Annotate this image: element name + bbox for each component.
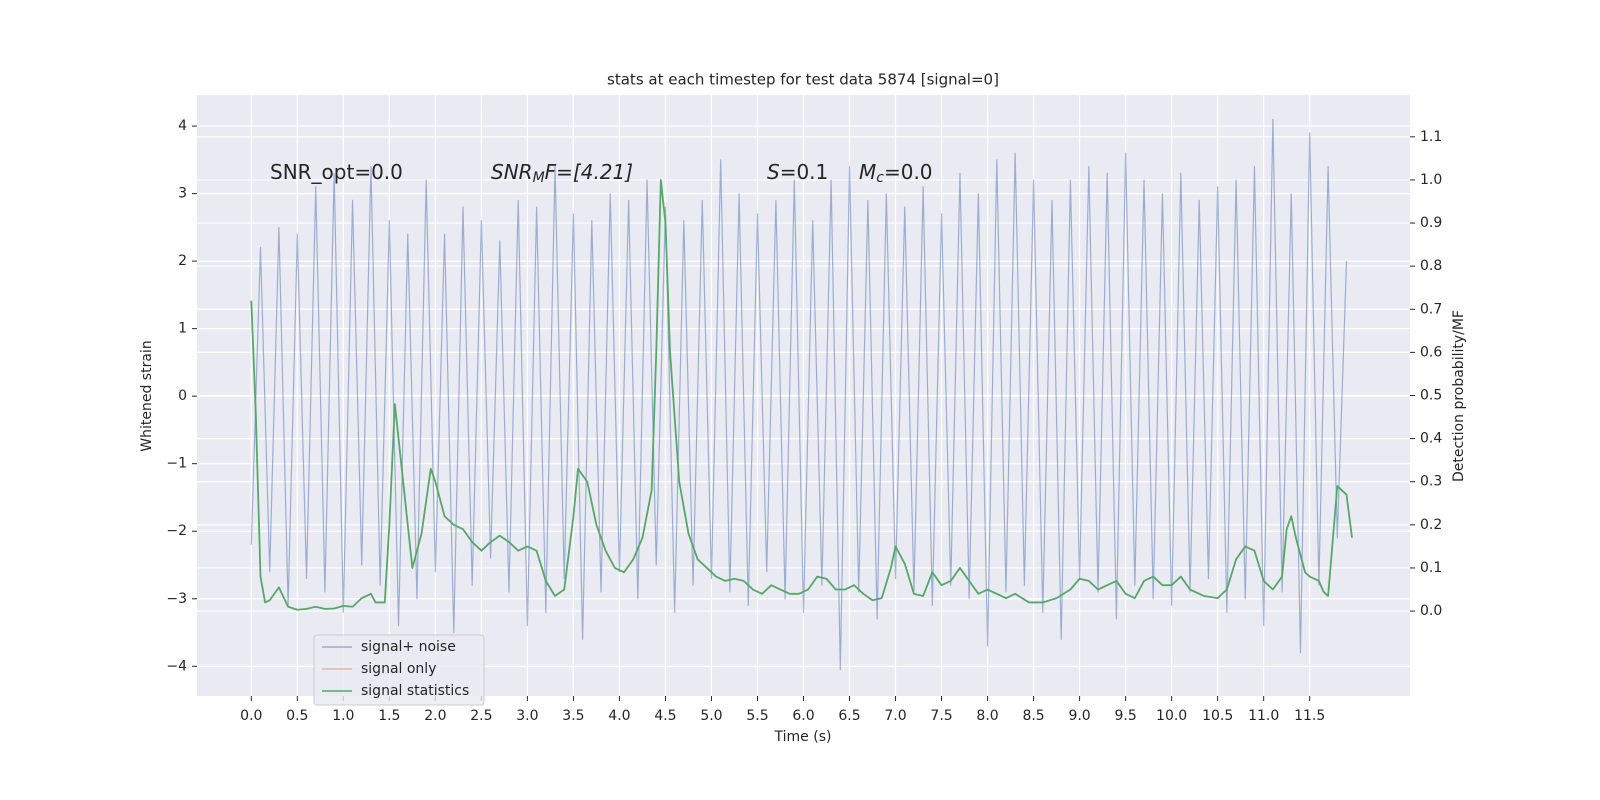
annotation-sub: c (876, 170, 884, 186)
chart-title: stats at each timestep for test data 587… (607, 71, 999, 89)
y2-tick-label: 0.4 (1420, 431, 1442, 447)
y-tick-label: 3 (178, 186, 187, 202)
x-tick-label: 4.5 (654, 708, 676, 724)
y2-tick-label: 0.1 (1420, 560, 1442, 576)
annotation: SNRMF=[4.21] (491, 160, 633, 187)
annotation-tail: =0.1 (780, 160, 829, 184)
x-tick-label: 5.0 (700, 708, 722, 724)
x-tick-label: 1.5 (378, 708, 400, 724)
x-tick-label: 3.5 (562, 708, 584, 724)
annotation: Mc=0.0 (859, 160, 933, 187)
series-line (250, 118, 1348, 671)
x-tick-label: 10.5 (1202, 708, 1233, 724)
y2-tick-label: 0.3 (1420, 474, 1442, 490)
legend-label: signal only (361, 661, 436, 677)
x-tick-label: 11.5 (1294, 708, 1325, 724)
y-axis-label: Whitened strain (139, 340, 155, 451)
y2-axis-label: Detection probability/MF (1451, 310, 1467, 482)
annotation: SNR_opt=0.0 (270, 160, 403, 184)
x-tick-label: 6.5 (838, 708, 860, 724)
annotation-text: SNR (491, 160, 533, 184)
x-tick-label: 5.5 (746, 708, 768, 724)
x-tick-label: 7.5 (930, 708, 952, 724)
legend-label: signal+ noise (361, 639, 456, 655)
annotation-text: SNR_opt=0.0 (270, 160, 403, 184)
x-tick-label: 11.0 (1248, 708, 1279, 724)
y2-tick-label: 1.1 (1420, 129, 1442, 145)
x-tick-label: 9.5 (1114, 708, 1136, 724)
y2-tick-label: 0.0 (1420, 603, 1442, 619)
y2-tick-label: 0.9 (1420, 215, 1442, 231)
x-tick-label: 1.0 (332, 708, 354, 724)
x-tick-label: 8.5 (1022, 708, 1044, 724)
y2-tick-label: 1.0 (1420, 172, 1442, 188)
x-tick-label: 2.0 (424, 708, 446, 724)
y-tick-label: 2 (178, 253, 187, 269)
x-tick-label: 7.0 (884, 708, 906, 724)
x-tick-label: 2.5 (470, 708, 492, 724)
x-tick-label: 8.0 (976, 708, 998, 724)
x-tick-label: 9.0 (1068, 708, 1090, 724)
y-tick-label: 0 (178, 388, 187, 404)
x-tick-label: 0.0 (240, 708, 262, 724)
annotation-tail: F=[4.21] (545, 160, 633, 184)
x-tick-label: 3.0 (516, 708, 538, 724)
y2-tick-label: 0.2 (1420, 517, 1442, 533)
annotation: S=0.1 (767, 160, 828, 184)
x-tick-label: 4.0 (608, 708, 630, 724)
y-tick-label: 1 (178, 321, 187, 337)
annotation-text: M (859, 160, 876, 184)
y2-tick-label: 0.5 (1420, 388, 1442, 404)
y2-tick-label: 0.7 (1420, 301, 1442, 317)
y-tick-label: −3 (166, 591, 187, 607)
y-tick-label: −1 (166, 456, 187, 472)
x-tick-label: 10.0 (1156, 708, 1187, 724)
y-tick-label: 4 (178, 118, 187, 134)
annotation-text: S (767, 160, 780, 184)
axes: 0.0 0.5 1.0 1.5 2.0 2.5 3.0 3.5 4.0 4.5 5.0 5.5 6.0 6… (166, 118, 1442, 724)
x-axis-label: Time (s) (774, 729, 832, 745)
y-tick-label: −4 (166, 658, 187, 674)
x-tick-label: 6.0 (792, 708, 814, 724)
annotation-tail: =0.0 (884, 160, 933, 184)
y2-tick-label: 0.6 (1420, 344, 1442, 360)
y-tick-label: −2 (166, 523, 187, 539)
legend-label: signal statistics (361, 683, 469, 699)
x-tick-label: 0.5 (286, 708, 308, 724)
legend-box (313, 634, 485, 706)
annotation-sub: M (533, 170, 545, 186)
marks (250, 118, 1353, 671)
y2-tick-label: 0.8 (1420, 258, 1442, 274)
series-line (250, 179, 1353, 611)
